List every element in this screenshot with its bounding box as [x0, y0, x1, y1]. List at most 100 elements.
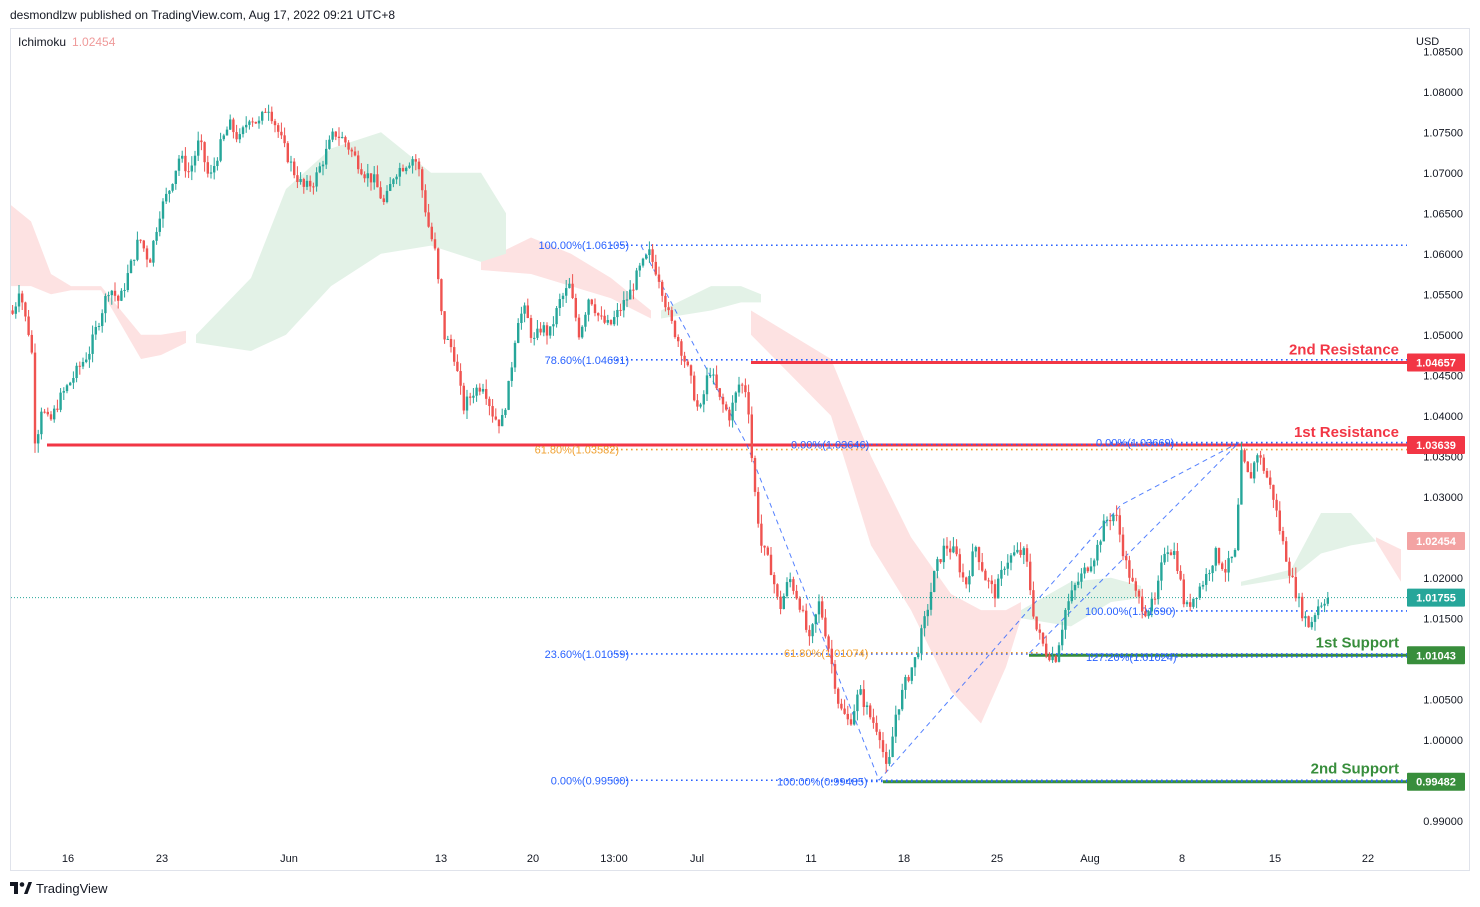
candle-body — [712, 374, 715, 376]
candle-body — [667, 307, 670, 311]
candle-body — [101, 313, 104, 327]
candle-body — [69, 382, 72, 386]
candle-body — [241, 127, 245, 135]
candle-body — [1237, 504, 1240, 550]
y-tick-label: 1.05500 — [1423, 289, 1463, 301]
x-tick-label: 13 — [435, 853, 447, 865]
candle-body — [443, 311, 446, 340]
chart-svg[interactable]: 2nd Resistance 1st Resistance 1st Support 2… — [11, 29, 1469, 870]
x-tick-label: Jul — [690, 853, 704, 865]
level-price-tag-text: 0.99482 — [1416, 777, 1456, 789]
candle-body — [881, 740, 885, 752]
candle-body — [1153, 598, 1157, 600]
fib-level-label: 127.20%(1.01024) — [1086, 652, 1177, 664]
level-label: 1st Resistance — [1294, 424, 1399, 441]
candle-body — [203, 142, 206, 163]
candle-body — [437, 248, 440, 280]
candle-body — [814, 614, 817, 625]
candle-body — [680, 341, 683, 356]
candle-body — [683, 355, 686, 362]
candle-body — [85, 359, 88, 362]
candle-body — [693, 375, 696, 401]
candle-body — [312, 186, 315, 188]
y-tick-label: 1.00000 — [1423, 735, 1463, 747]
candle-body — [773, 574, 776, 585]
candle-body — [1272, 484, 1275, 500]
candle-body — [1249, 472, 1253, 479]
last-price-tag-text: 1.01755 — [1416, 593, 1456, 605]
candle-body — [1240, 450, 1243, 505]
candle-body — [225, 129, 229, 136]
candle-body — [318, 166, 321, 173]
candle-body — [497, 419, 501, 427]
last-price-tag — [1407, 588, 1465, 607]
ichimoku-price-tag — [1407, 531, 1465, 550]
candle-body — [661, 281, 664, 296]
candle-body — [1326, 597, 1329, 604]
candle-body — [261, 111, 264, 121]
candle-body — [411, 159, 414, 166]
candle-body — [462, 385, 465, 411]
candle-body — [1134, 581, 1137, 591]
candle-body — [1262, 457, 1265, 471]
candle-body — [129, 260, 133, 274]
candle-body — [766, 547, 769, 555]
candle-body — [779, 596, 782, 609]
candle-body — [382, 198, 385, 203]
candle-body — [184, 155, 187, 172]
level-price-tag — [1407, 435, 1465, 454]
candle-body — [901, 689, 904, 710]
indicator-legend[interactable]: Ichimoku 1.02454 — [18, 35, 115, 49]
candle-body — [1150, 598, 1153, 612]
candle-body — [328, 139, 331, 149]
candle-body — [1294, 576, 1297, 599]
footer-brand[interactable]: TradingView — [10, 881, 108, 896]
cloud-bullish — [661, 286, 761, 319]
candle-body — [1051, 656, 1054, 661]
candle-body — [1128, 560, 1131, 578]
candle-body — [929, 591, 933, 610]
candle-body — [638, 265, 641, 271]
candle-body — [590, 299, 593, 305]
candle-body — [213, 166, 216, 173]
candle-body — [1256, 455, 1259, 463]
candle-body — [1147, 611, 1150, 617]
candle-body — [1016, 549, 1019, 553]
candle-body — [302, 179, 305, 187]
candle-body — [398, 167, 401, 177]
fib-level-label: 100.00%(1.01690) — [1085, 606, 1176, 618]
candle-body — [273, 121, 277, 126]
candle-body — [289, 161, 293, 163]
candle-body — [981, 562, 984, 571]
candle-body — [977, 547, 981, 563]
candle-body — [1221, 563, 1224, 570]
candle-body — [1041, 632, 1045, 644]
candle-body — [56, 408, 59, 410]
candle-body — [507, 380, 510, 410]
candle-body — [65, 385, 69, 392]
candle-body — [878, 731, 881, 741]
candle-body — [933, 570, 936, 592]
candle-body — [651, 249, 654, 262]
candle-body — [926, 609, 929, 617]
candle-body — [78, 365, 81, 367]
candle-body — [360, 169, 363, 175]
chart-frame[interactable]: 2nd Resistance 1st Resistance 1st Support 2… — [10, 28, 1470, 871]
candle-body — [337, 136, 341, 138]
candle-body — [37, 434, 40, 444]
candle-body — [1182, 579, 1185, 605]
candle-body — [238, 134, 241, 140]
candle-body — [309, 180, 312, 187]
candle-body — [280, 131, 283, 136]
candle-body — [321, 164, 325, 167]
candle-body — [1176, 551, 1179, 571]
candle-body — [315, 172, 318, 187]
y-tick-label: 1.06500 — [1423, 208, 1463, 220]
candle-body — [568, 283, 571, 289]
candle-body — [1019, 549, 1022, 555]
candle-body — [219, 139, 222, 161]
candle-body — [904, 677, 907, 690]
candle-body — [728, 409, 731, 421]
candle-body — [920, 628, 923, 654]
candle-body — [133, 259, 136, 261]
